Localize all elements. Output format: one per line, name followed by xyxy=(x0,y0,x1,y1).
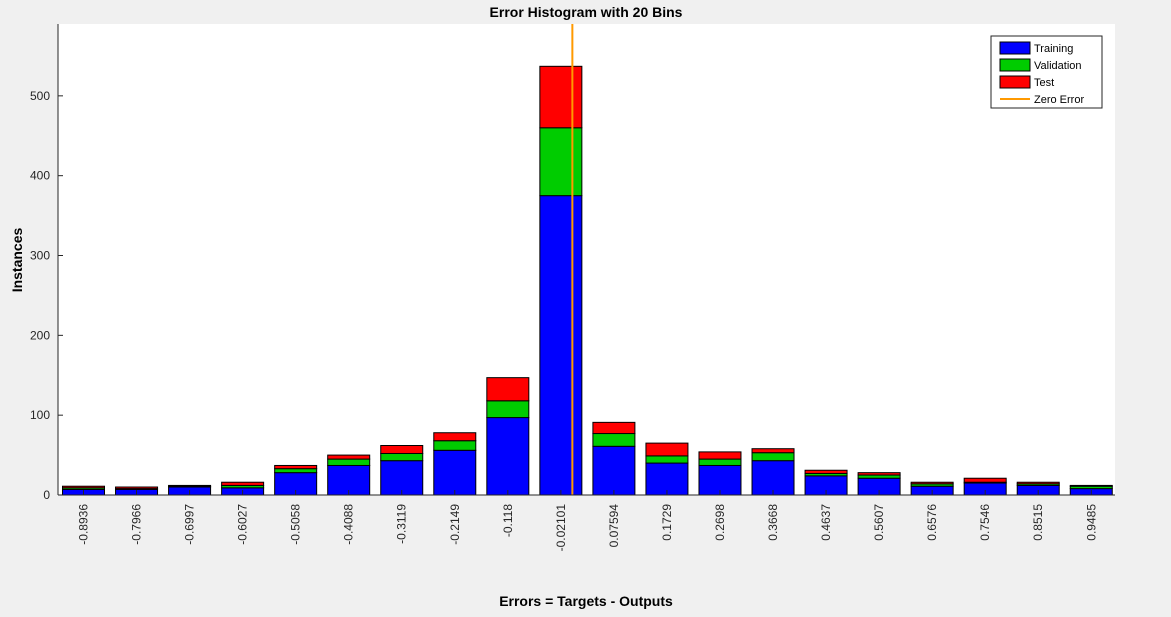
x-tick-label: 0.4637 xyxy=(819,504,833,541)
bar-test-9 xyxy=(539,65,583,129)
x-tick-label: -0.5058 xyxy=(289,504,303,545)
bar-test-7 xyxy=(433,432,477,442)
x-tick-label: -0.8936 xyxy=(77,504,91,545)
legend-swatch-validation xyxy=(999,58,1031,72)
bar-validation-4 xyxy=(274,468,318,474)
x-tick-label: 0.3668 xyxy=(766,504,780,541)
y-tick-label: 500 xyxy=(30,89,50,103)
x-tick-label: 0.6576 xyxy=(925,504,939,541)
bar-test-5 xyxy=(327,454,371,460)
bar-test-19 xyxy=(1069,484,1113,487)
bar-validation-7 xyxy=(433,440,477,451)
x-tick-label: 0.5607 xyxy=(872,504,886,541)
bar-test-6 xyxy=(380,445,424,454)
bar-training-7 xyxy=(433,449,477,496)
bar-test-8 xyxy=(486,377,530,402)
y-tick-label: 300 xyxy=(30,249,50,263)
bar-validation-11 xyxy=(645,455,689,464)
x-tick-label: 0.8515 xyxy=(1031,504,1045,541)
bar-training-9 xyxy=(539,195,583,496)
y-tick-label: 100 xyxy=(30,408,50,422)
x-axis-label: Errors = Targets - Outputs xyxy=(499,593,673,609)
bar-validation-12 xyxy=(698,458,742,466)
bar-test-11 xyxy=(645,442,689,457)
bar-test-4 xyxy=(274,464,318,470)
x-tick-label: -0.3119 xyxy=(395,504,409,544)
bar-test-16 xyxy=(910,481,954,485)
x-tick-label: -0.118 xyxy=(501,504,515,537)
y-tick-label: 200 xyxy=(30,328,50,342)
bar-test-2 xyxy=(168,484,212,487)
x-tick-label: -0.02101 xyxy=(554,504,568,552)
x-tick-label: 0.07594 xyxy=(607,504,621,548)
bar-test-13 xyxy=(751,448,795,454)
bars-group xyxy=(62,65,1113,496)
bar-test-14 xyxy=(804,469,848,474)
bar-validation-5 xyxy=(327,458,371,466)
x-tick-label: 0.1729 xyxy=(660,504,674,541)
y-axis-label: Instances xyxy=(9,227,25,292)
legend-label-training: Training xyxy=(1034,43,1073,55)
axes-background xyxy=(58,24,1115,495)
legend: Training Validation Test Zero Error xyxy=(990,35,1103,109)
bar-test-3 xyxy=(221,481,265,486)
bar-validation-10 xyxy=(592,433,636,447)
legend-swatch-test xyxy=(999,75,1031,89)
legend-swatch-training xyxy=(999,41,1031,55)
bar-test-17 xyxy=(963,477,1007,483)
y-tick-label: 0 xyxy=(43,488,50,502)
x-tick-label: 0.2698 xyxy=(713,504,727,541)
bar-validation-6 xyxy=(380,452,424,462)
legend-label-validation: Validation xyxy=(1034,60,1082,72)
x-ticks-group: -0.8936 -0.7966 -0.6997 -0.6027 -0.5058 -0.40… xyxy=(77,490,1098,552)
bar-validation-9 xyxy=(539,127,583,197)
bar-training-10 xyxy=(592,445,636,496)
bar-training-6 xyxy=(380,460,424,496)
y-ticks-group: 0 100 200 300 400 500 xyxy=(30,89,63,502)
x-tick-label: -0.2149 xyxy=(448,504,462,545)
bar-training-8 xyxy=(486,417,530,496)
x-tick-label: -0.7966 xyxy=(130,504,144,545)
bar-test-10 xyxy=(592,421,636,435)
legend-label-zero-error: Zero Error xyxy=(1034,94,1084,106)
y-tick-label: 400 xyxy=(30,169,50,183)
bar-validation-13 xyxy=(751,452,795,462)
bar-test-12 xyxy=(698,451,742,460)
bar-test-1 xyxy=(115,486,159,490)
x-tick-label: 0.9485 xyxy=(1084,504,1098,541)
x-tick-label: -0.4088 xyxy=(342,504,356,545)
bar-test-15 xyxy=(857,472,901,476)
bar-validation-8 xyxy=(486,400,530,419)
bar-test-18 xyxy=(1016,481,1060,485)
bar-training-13 xyxy=(751,460,795,496)
x-tick-label: -0.6027 xyxy=(236,504,250,545)
chart-title: Error Histogram with 20 Bins xyxy=(490,4,683,20)
x-tick-label: 0.7546 xyxy=(978,504,992,541)
bar-test-0 xyxy=(62,485,105,489)
legend-label-test: Test xyxy=(1034,77,1054,89)
x-tick-label: -0.6997 xyxy=(183,504,197,545)
